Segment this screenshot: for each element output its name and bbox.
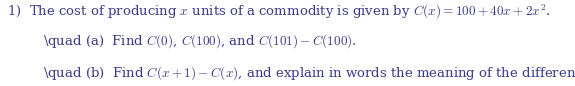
Text: 1)  The cost of producing $x$ units of a commodity is given by $C(x) = 100 + 40x: 1) The cost of producing $x$ units of a … [7, 3, 551, 21]
Text: \quad (a)  Find $C(0)$, $C(100)$, and $C(101) - C(100)$.: \quad (a) Find $C(0)$, $C(100)$, and $C(… [43, 33, 357, 50]
Text: \quad (b)  Find $C(x+1) - C(x)$, and explain in words the meaning of the differe: \quad (b) Find $C(x+1) - C(x)$, and expl… [43, 64, 575, 82]
